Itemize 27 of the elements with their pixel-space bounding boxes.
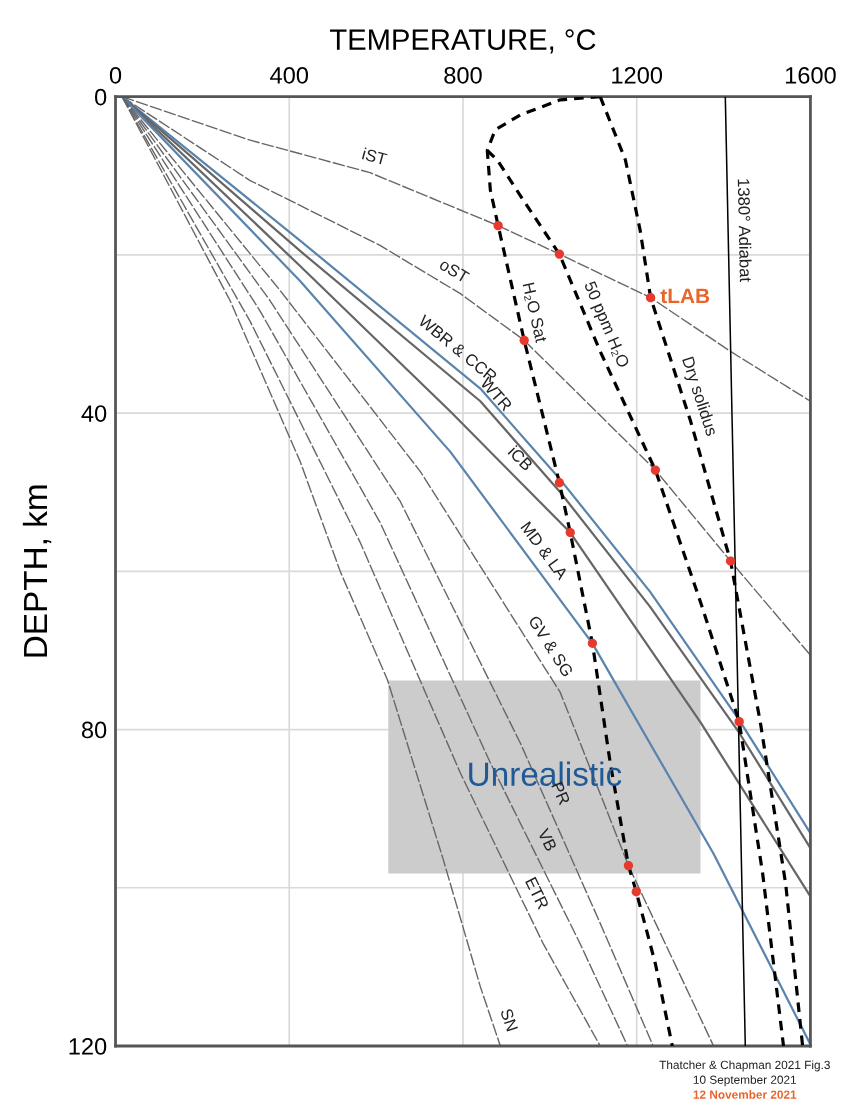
annotation: H₂O Sat (521, 282, 548, 344)
y-tick-label: 0 (94, 88, 107, 106)
y-tick-label: 80 (81, 721, 107, 739)
x-tick-label: 400 (270, 66, 309, 84)
annotation: 1380° Adiabat (737, 179, 753, 283)
annotation: iCB (507, 445, 534, 472)
text: 12 November 2021 (693, 1090, 797, 1099)
annotation: SN (500, 1007, 519, 1032)
annotation: Dry solidus (678, 356, 719, 438)
text: 10 September 2021 (693, 1075, 797, 1087)
y-tick-label: 40 (81, 405, 107, 422)
y-axis-title: DEPTH, km (22, 485, 52, 657)
x-tick-label: 1200 (612, 66, 663, 84)
annotation: ETR (525, 876, 550, 910)
annotation: VB (537, 827, 558, 852)
x-axis-title: TEMPERATURE, °C (330, 29, 596, 54)
y-tick-label: 120 (69, 1038, 107, 1055)
x-tick-label: 800 (444, 66, 482, 84)
annotation: MD & LA (520, 521, 569, 581)
text: Thatcher & Chapman 2021 Fig.3 (659, 1060, 830, 1072)
annotation: 50 ppm H₂O (580, 280, 630, 370)
annotation: tLAB (660, 288, 710, 304)
annotation: oST (438, 258, 471, 284)
annotation: GV & SG (528, 614, 574, 678)
x-tick-label: 1600 (785, 66, 836, 84)
x-tick-label: 0 (109, 66, 122, 84)
annotation: iST (361, 147, 388, 166)
